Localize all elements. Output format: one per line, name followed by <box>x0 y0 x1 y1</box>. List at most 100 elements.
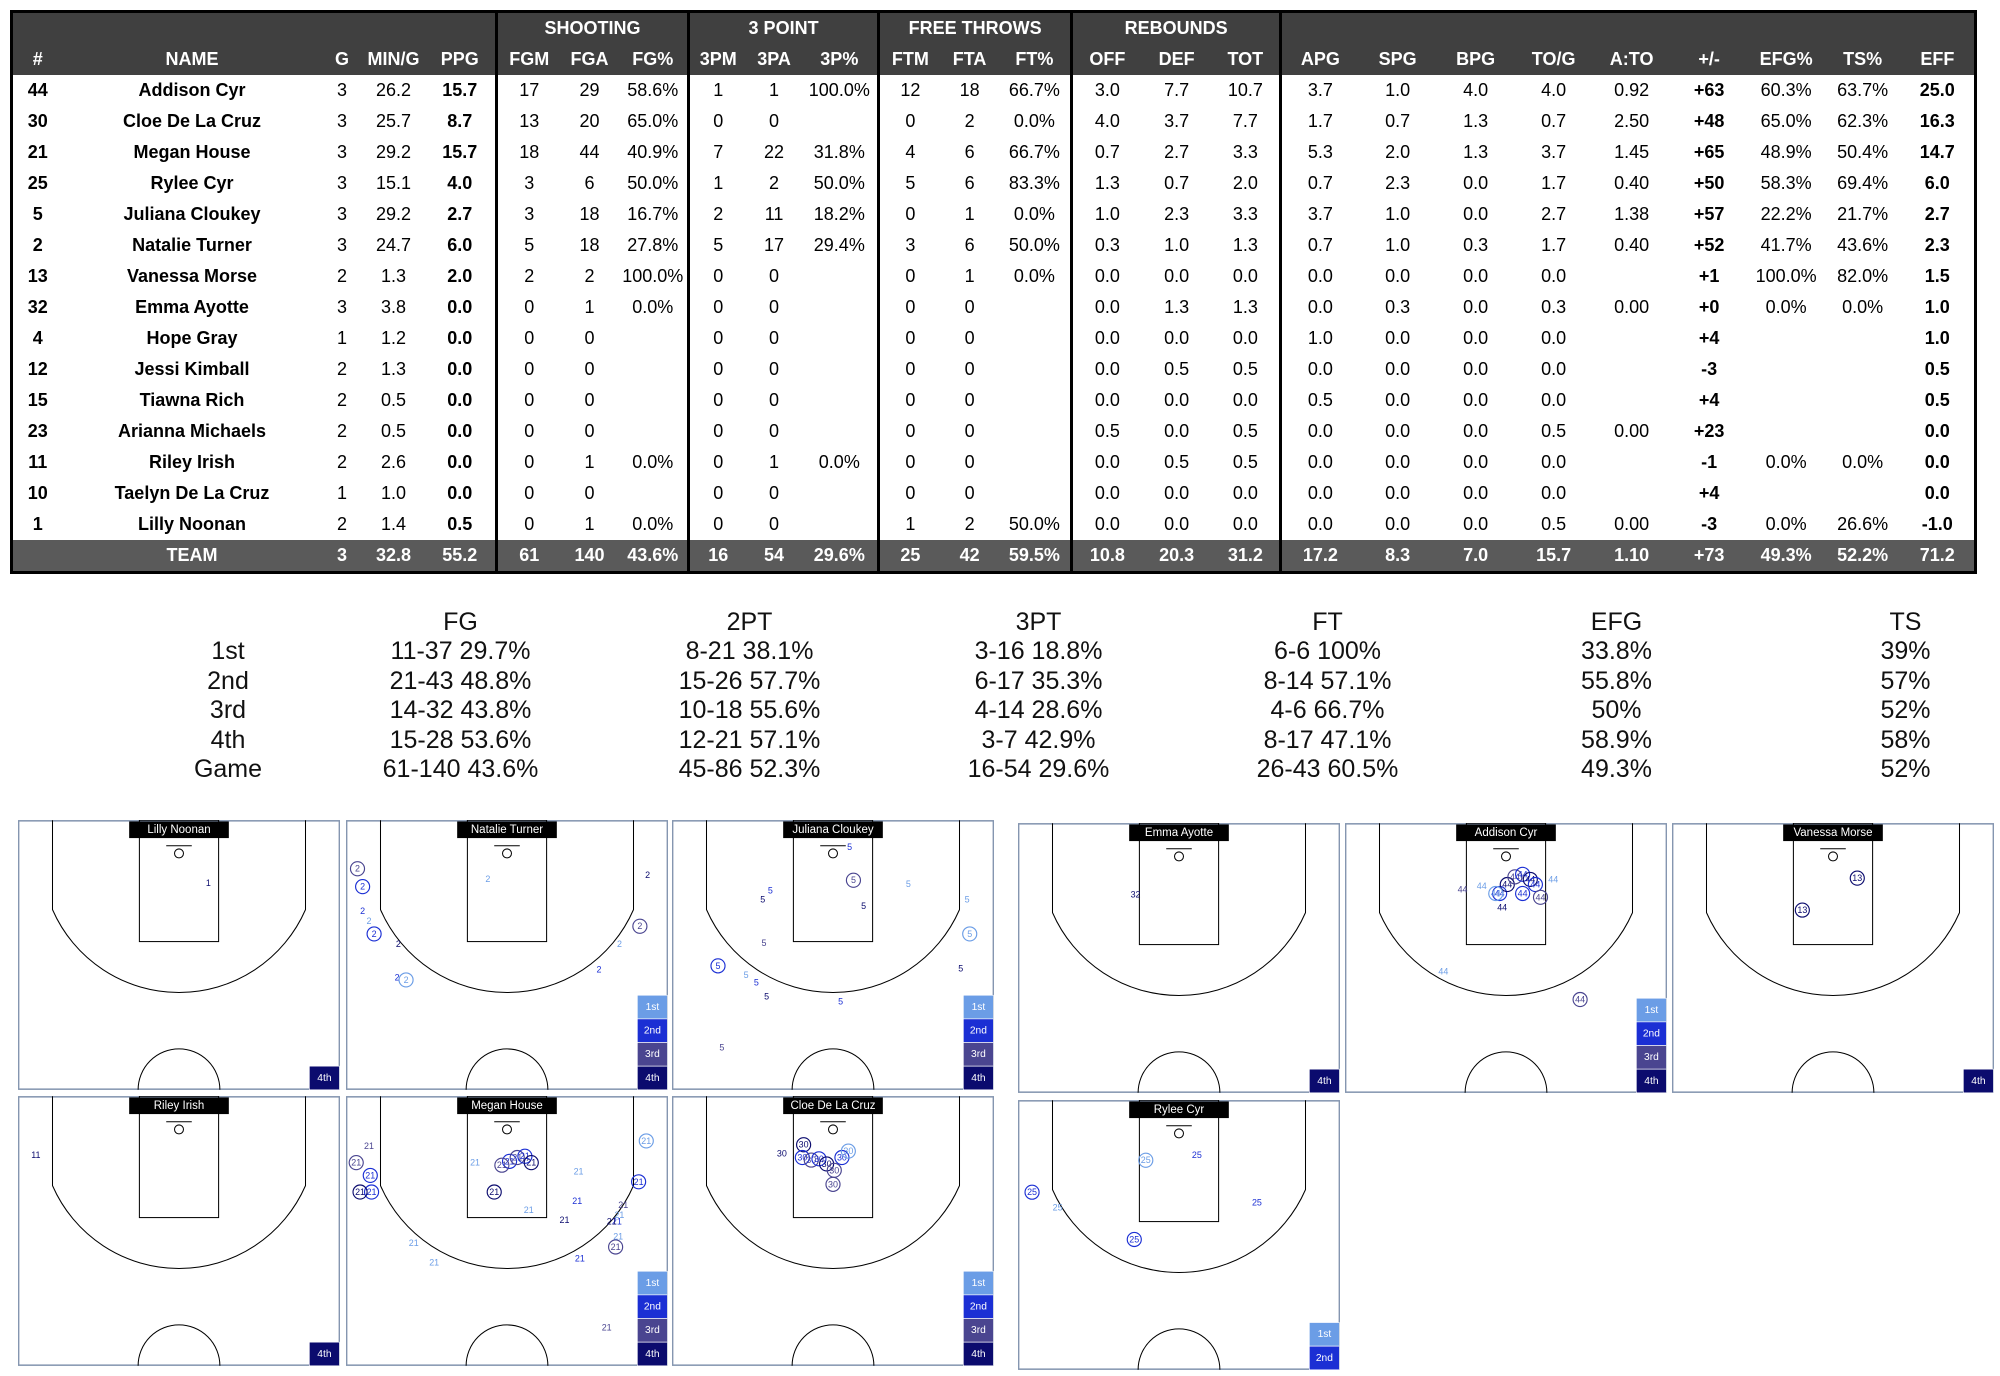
shot: 21 <box>618 1200 628 1210</box>
cell: 15.7 <box>424 137 499 168</box>
cell: 2 <box>964 111 975 131</box>
cell: 0.0 <box>1385 514 1411 534</box>
cell: 3.0 <box>1094 80 1120 100</box>
paint <box>1465 823 1547 946</box>
cell: Riley Irish <box>148 452 236 472</box>
paint <box>138 820 220 943</box>
shot: 25 <box>1192 1150 1202 1160</box>
column-header: BPG <box>1436 44 1515 75</box>
summary-header: FG 2PT 3PT FT EFG TS <box>0 608 2000 637</box>
legend-label: 4th <box>971 1073 986 1084</box>
cell <box>998 385 1074 416</box>
cell: 6 <box>584 173 595 193</box>
shot: 44 <box>1510 872 1520 882</box>
cell: 0 <box>713 452 724 472</box>
shot: 2 <box>360 906 365 916</box>
cell: 2 <box>336 514 347 534</box>
cell: 0.0 <box>1164 328 1190 348</box>
cell: 0.5 <box>1924 390 1950 410</box>
cell: 16.7% <box>618 199 691 230</box>
column-header: # <box>11 44 63 75</box>
summary-column: 3PT <box>1015 608 1062 636</box>
shot: 2 <box>396 939 401 949</box>
cell: 0.0 <box>1541 328 1567 348</box>
shot: 21 <box>575 1253 585 1263</box>
center-circle <box>791 1048 875 1090</box>
cell: 0.0 <box>1094 328 1120 348</box>
shot: 21 <box>470 1158 480 1168</box>
shot-made-ring <box>796 1137 812 1153</box>
cell: 23 <box>27 421 48 441</box>
legend-label: 2nd <box>1316 1353 1333 1364</box>
three-point-line <box>1705 823 1961 996</box>
cell: 0 <box>524 514 535 534</box>
cell: 8.3 <box>1358 540 1437 573</box>
cell: 2 <box>336 359 347 379</box>
cell <box>998 323 1074 354</box>
cell: 1 <box>964 204 975 224</box>
cell: 0 <box>905 483 916 503</box>
shot-made-ring <box>1532 889 1549 905</box>
shot: 21 <box>641 1136 651 1146</box>
three-point-line <box>379 1096 635 1269</box>
cell: 1 <box>336 328 347 348</box>
basket <box>502 848 512 859</box>
cell: -1 <box>1701 452 1718 472</box>
cell: 0.3 <box>1541 297 1567 317</box>
cell: 3.7 <box>1307 204 1333 224</box>
shot-made-ring <box>501 1153 518 1169</box>
cell: 140 <box>560 540 619 573</box>
column-header-row: # NAME G MIN/G PPG FGM FGA FG% 3PM 3PA 3P% FTM FTA FT… <box>11 44 1976 75</box>
cell: 3 <box>336 111 347 131</box>
player-row: 32 Emma Ayotte 3 3.8 0.0 0 1 0.0% 0 0 0 0 0.0 1.3 1.3 0… <box>12 292 1976 323</box>
column-header: 3P% <box>801 44 881 75</box>
cell: 4.0 <box>424 168 499 199</box>
cell: 0 <box>905 111 916 131</box>
shot: 21 <box>355 1187 365 1197</box>
cell: 0.5 <box>1094 421 1120 441</box>
shot-made-ring <box>811 1151 827 1167</box>
cell: 0 <box>713 297 724 317</box>
cell: 0.7 <box>1307 173 1333 193</box>
cell: 0 <box>769 297 780 317</box>
group-header: 3 POINT <box>688 11 881 44</box>
shot-made-ring <box>517 1148 533 1164</box>
cell: 1.0 <box>1385 235 1411 255</box>
cell: 0 <box>905 204 916 224</box>
three-point-line <box>705 1096 961 1269</box>
cell: 18 <box>519 142 540 162</box>
legend-label: 4th <box>1317 1076 1332 1087</box>
cell <box>1748 478 1825 509</box>
cell: 2.7 <box>1924 204 1950 224</box>
cell: 3 <box>336 235 347 255</box>
center-circle <box>465 1048 549 1090</box>
player-name: Juliana Cloukey <box>792 824 873 836</box>
shot-chart: 25 25 25 25 25 25 Rylee Cyr 1st 2nd <box>1018 1100 1340 1370</box>
cell: 0.0 <box>1541 266 1567 286</box>
cell: 50.0% <box>801 168 881 199</box>
cell: 2.3 <box>1385 173 1411 193</box>
cell <box>1825 385 1901 416</box>
cell: 0 <box>713 328 724 348</box>
cell: 0.0 <box>1463 514 1489 534</box>
cell: 0.0 <box>1307 359 1333 379</box>
cell: 0.40 <box>1614 173 1650 193</box>
name-box <box>457 821 557 839</box>
cell: 2 <box>336 266 347 286</box>
cell: 6 <box>964 235 975 255</box>
legend-label: 3rd <box>645 1049 660 1060</box>
cell: 0.0 <box>1164 421 1190 441</box>
name-box <box>457 1097 557 1115</box>
cell <box>618 323 691 354</box>
shot: 44 <box>1458 885 1468 895</box>
legend-box <box>309 1341 340 1366</box>
cell <box>801 354 881 385</box>
shot: 21 <box>574 1167 584 1177</box>
shot-made-ring <box>840 1143 856 1159</box>
summary-cell: 3-16 18.8% <box>974 637 1103 666</box>
cell: 0.5 <box>1924 359 1950 379</box>
cell: 1.3 <box>1211 230 1283 261</box>
cell: 1.3 <box>1463 111 1489 131</box>
shot: 2 <box>637 921 642 931</box>
shot: 21 <box>611 1242 621 1252</box>
